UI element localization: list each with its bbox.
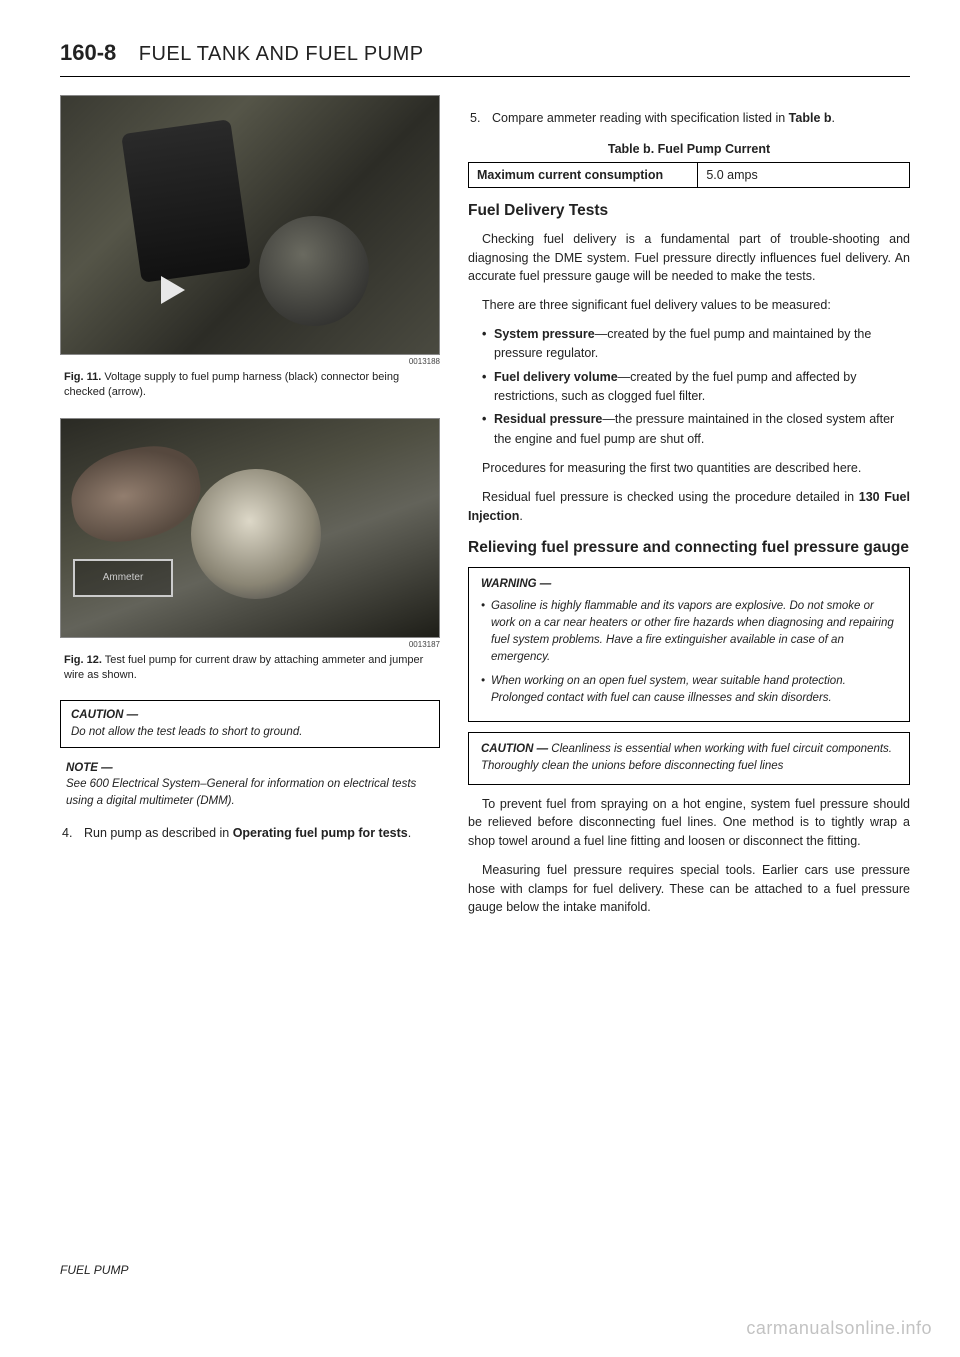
caution-label: CAUTION — — [71, 707, 429, 724]
note-label: NOTE — — [66, 760, 434, 777]
multimeter-shape — [121, 119, 251, 283]
note-block: NOTE — See 600 Electrical System–General… — [66, 760, 434, 810]
list-item: Gasoline is highly flammable and its vap… — [481, 598, 897, 667]
figure-12-caption: Fig. 12. Test fuel pump for current draw… — [60, 653, 440, 683]
heading-fuel-delivery: Fuel Delivery Tests — [468, 202, 910, 220]
note-body: See 600 Electrical System–General for in… — [66, 778, 416, 807]
arrow-icon — [161, 276, 185, 304]
step-4: 4. Run pump as described in Operating fu… — [62, 824, 438, 843]
figure-11-caption: Fig. 11. Voltage supply to fuel pump har… — [60, 370, 440, 400]
figure-12-text: Test fuel pump for current draw by attac… — [64, 654, 423, 681]
header-rule — [60, 76, 910, 77]
paragraph: To prevent fuel from spraying on a hot e… — [468, 795, 910, 851]
table-cell-value: 5.0 amps — [698, 162, 910, 187]
figure-11-photo — [60, 95, 440, 355]
step-5: 5. Compare ammeter reading with specific… — [470, 109, 908, 128]
step-4-text: Run pump as described in Operating fuel … — [84, 824, 411, 843]
warning-label: WARNING — — [481, 578, 551, 590]
step-4-number: 4. — [62, 824, 78, 843]
left-column: 0013188 Fig. 11. Voltage supply to fuel … — [60, 95, 440, 927]
step-5-number: 5. — [470, 109, 486, 128]
paragraph: There are three significant fuel deliver… — [468, 296, 910, 315]
caution-box-1: CAUTION — Do not allow the test leads to… — [60, 700, 440, 747]
delivery-values-list: System pressure—created by the fuel pump… — [468, 325, 910, 449]
page-header: 160-8 FUEL TANK AND FUEL PUMP — [60, 40, 910, 66]
caution-box-2: CAUTION — Cleanliness is essential when … — [468, 732, 910, 785]
table-cell-label: Maximum current consumption — [469, 162, 698, 187]
warning-list: Gasoline is highly flammable and its vap… — [481, 598, 897, 708]
table-b-caption: Table b. Fuel Pump Current — [468, 142, 910, 156]
photo-id-1: 0013188 — [60, 357, 440, 366]
figure-12-label: Fig. 12. — [64, 654, 102, 666]
pump-cover-shape — [259, 216, 369, 326]
photo-id-2: 0013187 — [60, 640, 440, 649]
content-columns: 0013188 Fig. 11. Voltage supply to fuel … — [60, 95, 910, 927]
footer-label: FUEL PUMP — [60, 1263, 128, 1277]
caution-label: CAUTION — — [481, 743, 548, 755]
heading-relieving: Relieving fuel pressure and connecting f… — [468, 539, 910, 557]
paragraph: Measuring fuel pressure requires special… — [468, 861, 910, 917]
page-title: FUEL TANK AND FUEL PUMP — [139, 43, 424, 66]
pump-top-shape — [191, 469, 321, 599]
watermark: carmanualsonline.info — [746, 1318, 932, 1339]
ammeter-label-box: Ammeter — [73, 559, 173, 597]
right-column: 5. Compare ammeter reading with specific… — [468, 95, 910, 927]
table-row: Maximum current consumption 5.0 amps — [469, 162, 910, 187]
list-item: When working on an open fuel system, wea… — [481, 673, 897, 708]
page-number: 160-8 — [60, 40, 116, 66]
figure-11-label: Fig. 11. — [64, 371, 101, 383]
warning-box: WARNING — Gasoline is highly flammable a… — [468, 567, 910, 722]
figure-11-text: Voltage supply to fuel pump harness (bla… — [64, 371, 399, 398]
ammeter-label: Ammeter — [103, 572, 144, 583]
list-item: Residual pressure—the pressure maintaine… — [482, 410, 910, 449]
table-b: Maximum current consumption 5.0 amps — [468, 162, 910, 188]
paragraph: Checking fuel delivery is a fundamental … — [468, 230, 910, 286]
list-item: System pressure—created by the fuel pump… — [482, 325, 910, 364]
paragraph: Procedures for measuring the first two q… — [468, 459, 910, 478]
paragraph: Residual fuel pressure is checked using … — [468, 488, 910, 526]
step-5-text: Compare ammeter reading with specificati… — [492, 109, 835, 128]
hand-shape — [64, 438, 208, 549]
caution-body: Do not allow the test leads to short to … — [71, 726, 302, 738]
list-item: Fuel delivery volume—created by the fuel… — [482, 368, 910, 407]
page: 160-8 FUEL TANK AND FUEL PUMP 0013188 Fi… — [0, 0, 960, 1357]
figure-12-photo: Ammeter — [60, 418, 440, 638]
